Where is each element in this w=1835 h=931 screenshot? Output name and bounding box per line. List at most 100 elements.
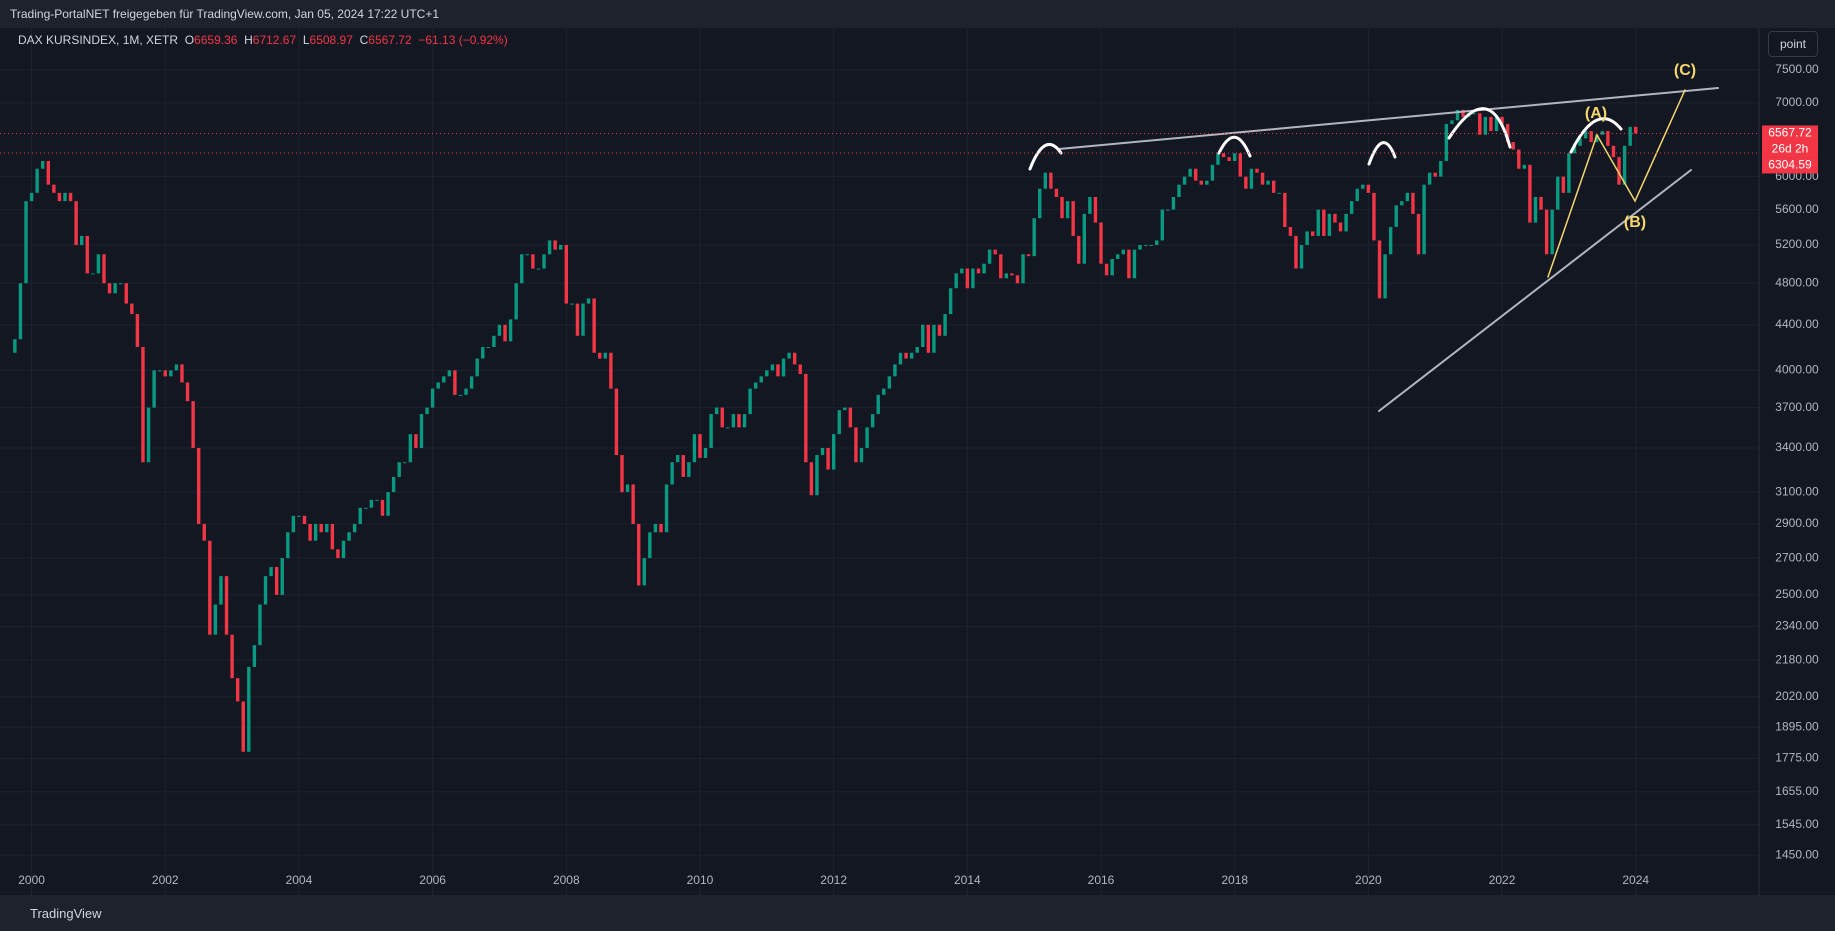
candle [364,507,368,509]
candle [102,254,106,284]
candle [1472,113,1476,115]
candle [52,184,56,193]
candle [893,364,897,377]
candle [464,388,468,395]
candle [1171,196,1176,210]
candle [709,414,713,448]
candle [341,540,346,559]
candle [486,347,491,349]
y-tick-label: 7500.00 [1775,62,1819,76]
candle [865,427,869,448]
candle [1283,192,1287,227]
candle [1611,145,1616,158]
x-tick-label: 2016 [1088,873,1115,887]
candle [497,324,502,336]
candle [91,273,95,275]
candles [13,109,1638,752]
wave-label: (B) [1624,214,1646,231]
candle [1461,109,1465,117]
candle [1255,168,1259,173]
candle [508,319,513,342]
candle [570,303,574,305]
candle [1143,245,1148,247]
open-label: O [184,33,195,47]
candle [458,394,463,396]
candle [976,268,981,274]
x-tick-label: 2020 [1355,873,1382,887]
candle [575,303,580,336]
arc [1028,143,1063,171]
candle [714,407,719,415]
y-tick-label: 1895.00 [1775,719,1819,733]
candle [753,382,758,389]
candle [1617,157,1621,185]
candle [1494,116,1499,132]
candle [352,523,357,533]
candle [898,352,903,365]
candle [1556,176,1560,210]
candle [1216,153,1220,165]
candle [520,254,524,284]
y-tick-label: 1450.00 [1775,847,1819,861]
candle [514,283,518,320]
candle [826,447,830,470]
close-label: C [359,33,369,47]
y-tick-label: 3700.00 [1775,400,1819,414]
x-tick-label: 2004 [286,873,313,887]
candle [547,240,552,255]
price-scale-button[interactable]: point [1768,31,1818,57]
candle [1266,180,1270,185]
candle [1060,196,1064,219]
candle [29,192,34,202]
candle [748,388,752,415]
candle [330,523,335,550]
candle [1455,109,1460,121]
candle [1561,176,1566,193]
candle [1400,201,1404,206]
candle [1021,254,1025,284]
candle [358,507,362,524]
last-price-label: 6567.72 [1768,126,1812,140]
candle [559,245,563,250]
candle [247,666,251,752]
candle [1316,209,1320,236]
candle [1517,149,1521,169]
candle [1595,134,1599,143]
candle [241,701,245,752]
candle [837,410,841,435]
candle [1634,126,1638,134]
candle [1177,184,1181,197]
candle [909,352,914,359]
high-value: 6712.67 [252,33,297,47]
x-tick-label: 2000 [18,873,45,887]
candle [469,376,474,389]
candle [325,523,329,533]
candle [965,268,970,289]
candle [397,462,401,477]
candle [948,288,953,315]
y-tick-label: 1775.00 [1775,751,1819,765]
candle [503,324,507,342]
change: −61.13 (−0.92%) [418,33,508,47]
candle [96,254,101,274]
candle [1210,164,1215,181]
candle [208,540,212,635]
candle [308,523,312,541]
low-label: L [302,33,310,47]
candle [1411,192,1415,214]
candle [1388,226,1393,255]
arc [1447,107,1512,149]
candle [107,283,112,294]
candle [664,484,669,533]
candle [887,376,892,389]
candle [1015,275,1020,284]
candle [157,370,162,372]
candle [1500,116,1504,124]
candle [1361,184,1365,189]
candle [369,499,374,508]
candle [999,254,1003,279]
candle [375,499,379,501]
high-label: H [244,33,253,47]
x-tick-label: 2010 [687,873,714,887]
candle [213,604,218,635]
